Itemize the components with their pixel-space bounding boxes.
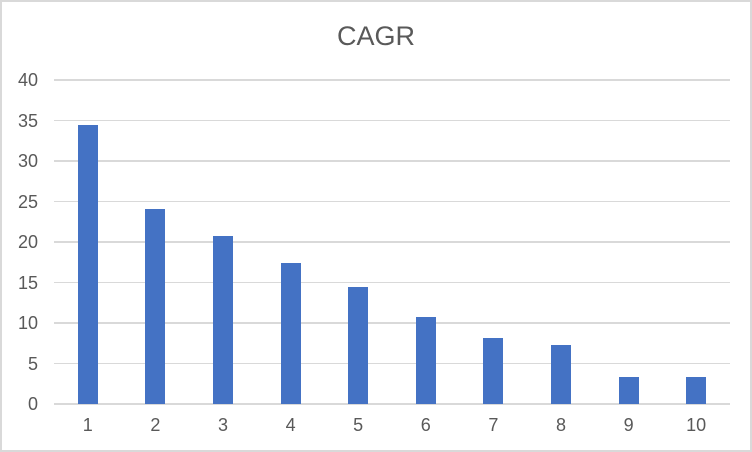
chart-title: CAGR xyxy=(336,21,415,51)
bar xyxy=(145,208,166,404)
y-axis-label: 10 xyxy=(17,313,38,333)
bar xyxy=(280,263,301,404)
bar xyxy=(348,286,369,404)
bar xyxy=(415,316,436,404)
x-axis-line xyxy=(54,403,730,405)
bar xyxy=(213,236,233,404)
gridline xyxy=(54,322,730,324)
x-axis-label: 10 xyxy=(686,415,707,435)
gridline xyxy=(54,160,730,162)
x-axis-label: 6 xyxy=(420,415,431,435)
y-axis-label: 30 xyxy=(17,151,38,171)
gridline xyxy=(54,362,730,365)
bar xyxy=(551,344,571,404)
y-axis-label: 25 xyxy=(17,191,38,212)
gridline xyxy=(54,119,730,122)
y-axis-label: 20 xyxy=(17,232,38,252)
plot-area xyxy=(54,79,730,405)
y-axis-label: 0 xyxy=(27,394,38,414)
bar xyxy=(618,377,639,404)
y-axis-label: 15 xyxy=(17,272,38,293)
y-axis-label: 5 xyxy=(27,353,38,374)
gridline xyxy=(54,281,730,284)
bar xyxy=(77,124,98,404)
x-axis-label: 1 xyxy=(82,415,93,435)
x-axis-label: 9 xyxy=(623,415,634,435)
x-axis-label: 3 xyxy=(217,415,228,435)
bar xyxy=(686,377,707,404)
x-axis-label: 7 xyxy=(488,415,499,435)
gridline xyxy=(54,200,730,203)
x-axis-label: 8 xyxy=(555,415,566,435)
gridline xyxy=(54,241,730,243)
gridline xyxy=(54,79,730,81)
y-axis-label: 35 xyxy=(17,110,38,131)
bar xyxy=(483,337,504,404)
x-axis-label: 2 xyxy=(150,415,161,435)
x-axis-label: 4 xyxy=(285,415,296,435)
y-axis-label: 40 xyxy=(17,70,38,90)
x-axis-label: 5 xyxy=(353,415,364,435)
